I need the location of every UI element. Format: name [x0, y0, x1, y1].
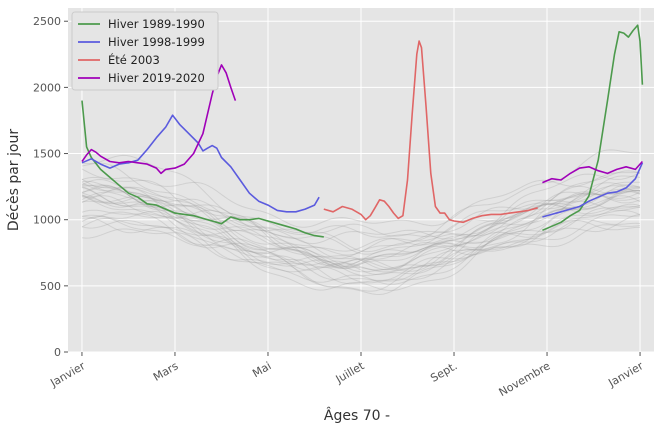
background-year-line	[81, 184, 641, 271]
legend-label: Été 2003	[108, 52, 160, 67]
y-tick-label: 1500	[33, 148, 61, 161]
y-tick-label: 2500	[33, 15, 61, 28]
legend-box	[71, 11, 219, 91]
background-year-line	[81, 170, 641, 273]
background-years-lines	[81, 149, 641, 296]
background-year-line	[81, 189, 641, 285]
background-year-line	[81, 195, 641, 296]
legend-label: Hiver 1989-1990	[108, 17, 205, 31]
legend-label: Hiver 1998-1999	[108, 35, 205, 49]
y-tick-label: 0	[54, 346, 61, 359]
background-year-line	[81, 178, 641, 271]
x-axis-title: Âges 70 -	[324, 406, 390, 424]
y-axis-title: Décès par jour	[6, 129, 22, 231]
background-year-line	[81, 162, 641, 266]
x-tick-label: Janvier	[605, 359, 646, 390]
background-year-line	[82, 184, 641, 292]
series-line-1	[81, 100, 324, 238]
background-year-line	[81, 203, 641, 269]
background-year-line	[81, 186, 641, 256]
background-year-line	[81, 188, 641, 238]
background-year-line	[81, 184, 641, 252]
background-year-line	[81, 180, 641, 266]
legend-label: Hiver 2019-2020	[108, 71, 205, 85]
y-tick-label: 2000	[33, 81, 61, 94]
background-year-line	[81, 214, 641, 284]
background-year-line	[81, 195, 641, 269]
x-tick-label: Mars	[151, 359, 181, 384]
series-line-2	[542, 162, 644, 218]
x-tick-label: Janvier	[47, 359, 88, 390]
background-year-line	[81, 149, 640, 253]
series-lines	[81, 24, 644, 238]
series-line-3	[323, 40, 538, 224]
background-year-line	[81, 217, 641, 268]
background-year-line	[81, 205, 641, 273]
background-year-line	[81, 213, 641, 270]
y-tick-label: 1000	[33, 214, 61, 227]
background-year-line	[81, 178, 641, 259]
x-tick-label: Juillet	[333, 359, 367, 386]
background-year-line	[81, 186, 641, 292]
x-tick-label: Novembre	[497, 359, 553, 399]
background-year-line	[81, 224, 641, 277]
series-line-4	[542, 160, 643, 184]
y-axis-ticks: 0 500 1000 1500 2000 2500	[33, 15, 68, 359]
background-year-line	[81, 182, 641, 255]
background-year-line	[81, 215, 640, 269]
series-line-2	[81, 114, 320, 213]
background-year-line	[81, 186, 641, 285]
x-tick-label: Mai	[250, 359, 273, 380]
background-year-line	[81, 195, 641, 245]
legend: Hiver 1989-1990 Hiver 1998-1999 Été 2003 Hi…	[71, 11, 219, 91]
background-year-line	[81, 190, 641, 237]
background-year-line	[81, 175, 641, 275]
y-tick-label: 500	[40, 280, 61, 293]
series-line-1	[542, 24, 644, 232]
x-tick-label: Sept.	[428, 359, 459, 385]
x-axis-ticks: Janvier Mars Mai Juillet Sept. Novembre Janvie…	[47, 352, 646, 399]
background-year-line	[81, 209, 641, 281]
